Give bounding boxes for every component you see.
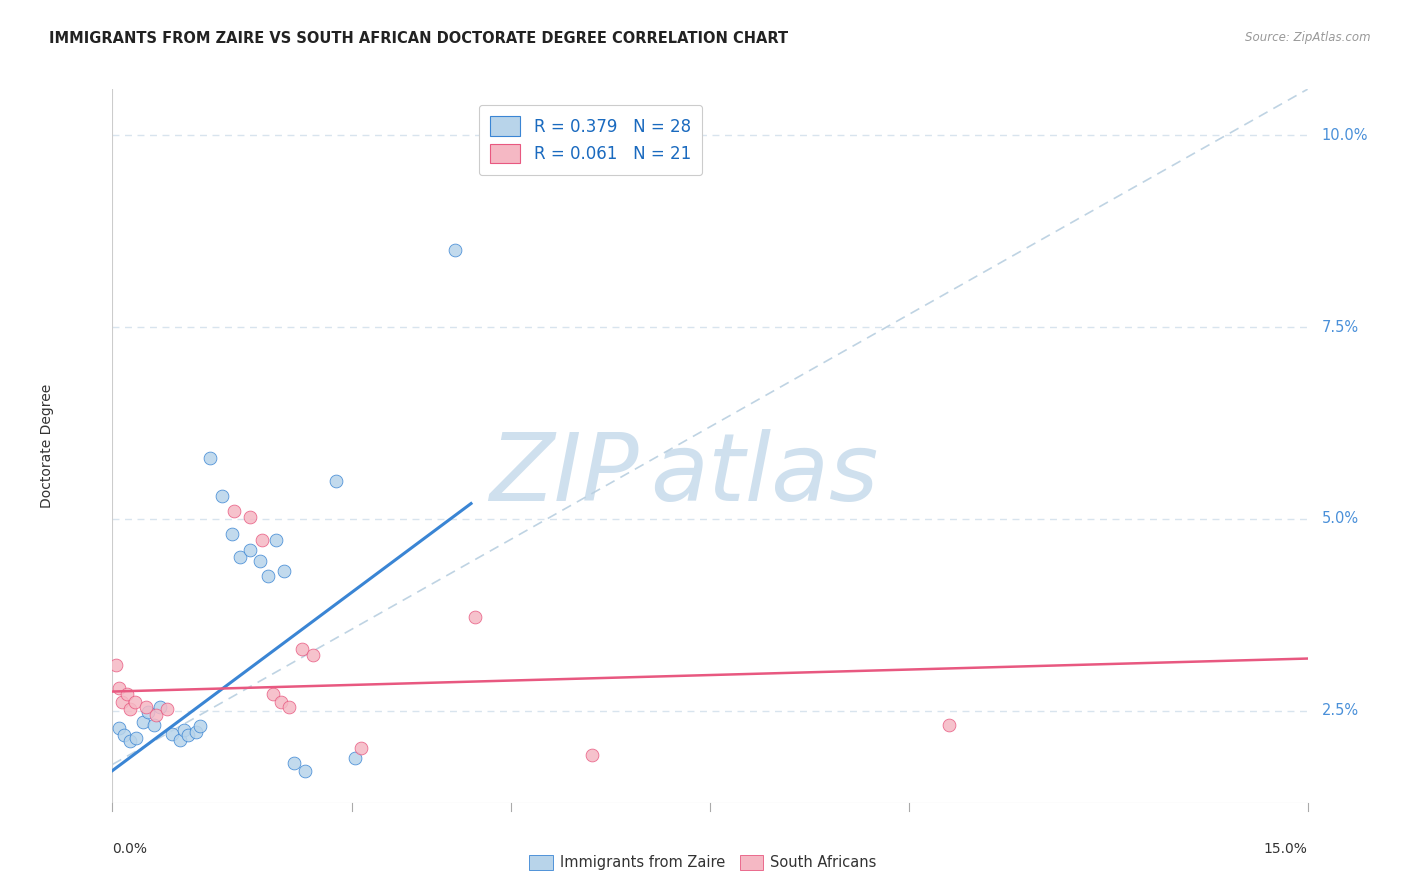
Point [169, 732, 191, 747]
Point [291, 642, 314, 657]
Point [238, 542, 260, 557]
Point [344, 751, 367, 765]
Point [221, 527, 243, 541]
Point [118, 734, 141, 748]
Point [283, 756, 305, 770]
Point [294, 764, 316, 778]
Point [238, 510, 260, 524]
Text: IMMIGRANTS FROM ZAIRE VS SOUTH AFRICAN DOCTORATE DEGREE CORRELATION CHART: IMMIGRANTS FROM ZAIRE VS SOUTH AFRICAN D… [49, 31, 789, 46]
Text: ZIP: ZIP [489, 429, 638, 520]
Point [115, 687, 138, 701]
Point [264, 533, 287, 548]
Point [211, 489, 233, 503]
Text: Source: ZipAtlas.com: Source: ZipAtlas.com [1246, 31, 1371, 45]
Point [145, 707, 167, 722]
Point [104, 657, 127, 672]
Point [198, 450, 221, 465]
Legend: R = 0.379   N = 28, R = 0.061   N = 21: R = 0.379 N = 28, R = 0.061 N = 21 [478, 104, 703, 175]
Point [278, 699, 301, 714]
Point [270, 694, 292, 708]
Point [938, 717, 960, 731]
Point [177, 728, 200, 742]
Point [118, 702, 141, 716]
Point [156, 702, 179, 716]
Point [444, 244, 467, 258]
Point [262, 687, 284, 701]
Text: atlas: atlas [650, 429, 879, 520]
Point [108, 681, 131, 695]
Point [138, 705, 160, 719]
Point [252, 533, 274, 548]
Point [142, 717, 165, 731]
Point [222, 504, 245, 518]
Text: 0.0%: 0.0% [112, 842, 148, 856]
Text: 2.5%: 2.5% [1322, 703, 1360, 718]
Point [108, 721, 131, 735]
Point [273, 564, 295, 578]
Text: Doctorate Degree: Doctorate Degree [39, 384, 53, 508]
Point [149, 699, 172, 714]
Text: 7.5%: 7.5% [1322, 319, 1360, 334]
Legend: Immigrants from Zaire, South Africans: Immigrants from Zaire, South Africans [523, 848, 883, 876]
Point [111, 694, 134, 708]
Point [125, 731, 148, 745]
Point [464, 610, 486, 624]
Point [350, 740, 373, 755]
Point [135, 699, 157, 714]
Point [229, 550, 252, 565]
Point [325, 474, 347, 488]
Point [132, 715, 155, 730]
Point [581, 748, 603, 763]
Point [124, 694, 146, 708]
Point [173, 723, 195, 737]
Point [257, 569, 280, 583]
Point [162, 727, 183, 741]
Text: 10.0%: 10.0% [1322, 128, 1368, 143]
Point [302, 648, 325, 663]
Point [114, 728, 135, 742]
Point [186, 725, 208, 739]
Point [188, 719, 211, 733]
Text: 15.0%: 15.0% [1264, 842, 1308, 856]
Text: 5.0%: 5.0% [1322, 511, 1360, 526]
Point [249, 554, 271, 568]
